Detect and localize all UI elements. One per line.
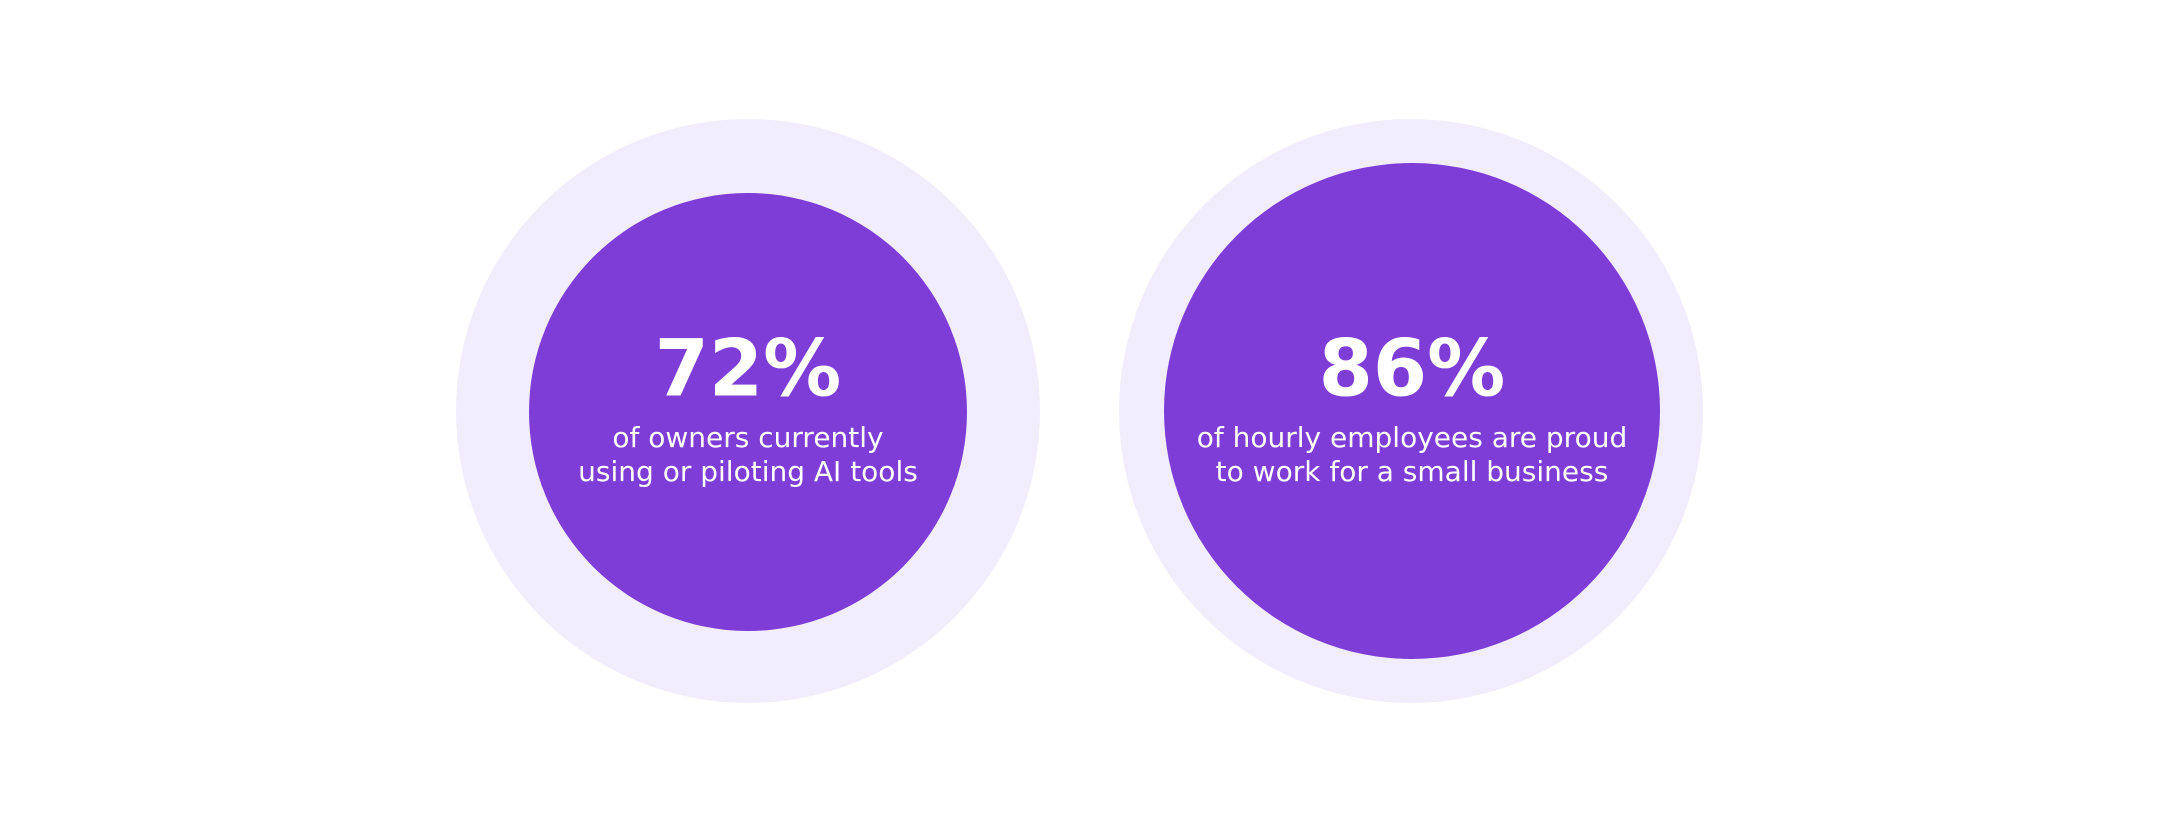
stat-text: of owners currently <box>612 421 883 454</box>
stat-value: 86% <box>1319 324 1506 414</box>
inner-circle <box>1164 163 1660 659</box>
inner-circle <box>529 193 967 631</box>
stat-text: of hourly employees are proud <box>1197 421 1627 454</box>
stat-value: 72% <box>655 324 842 414</box>
stat-text: using or piloting AI tools <box>578 455 918 488</box>
stat-card: 72% of owners currently using or pilotin… <box>456 119 1040 703</box>
stat-text: to work for a small business <box>1216 455 1609 488</box>
stat-card: 86% of hourly employees are proud to wor… <box>1119 119 1703 703</box>
